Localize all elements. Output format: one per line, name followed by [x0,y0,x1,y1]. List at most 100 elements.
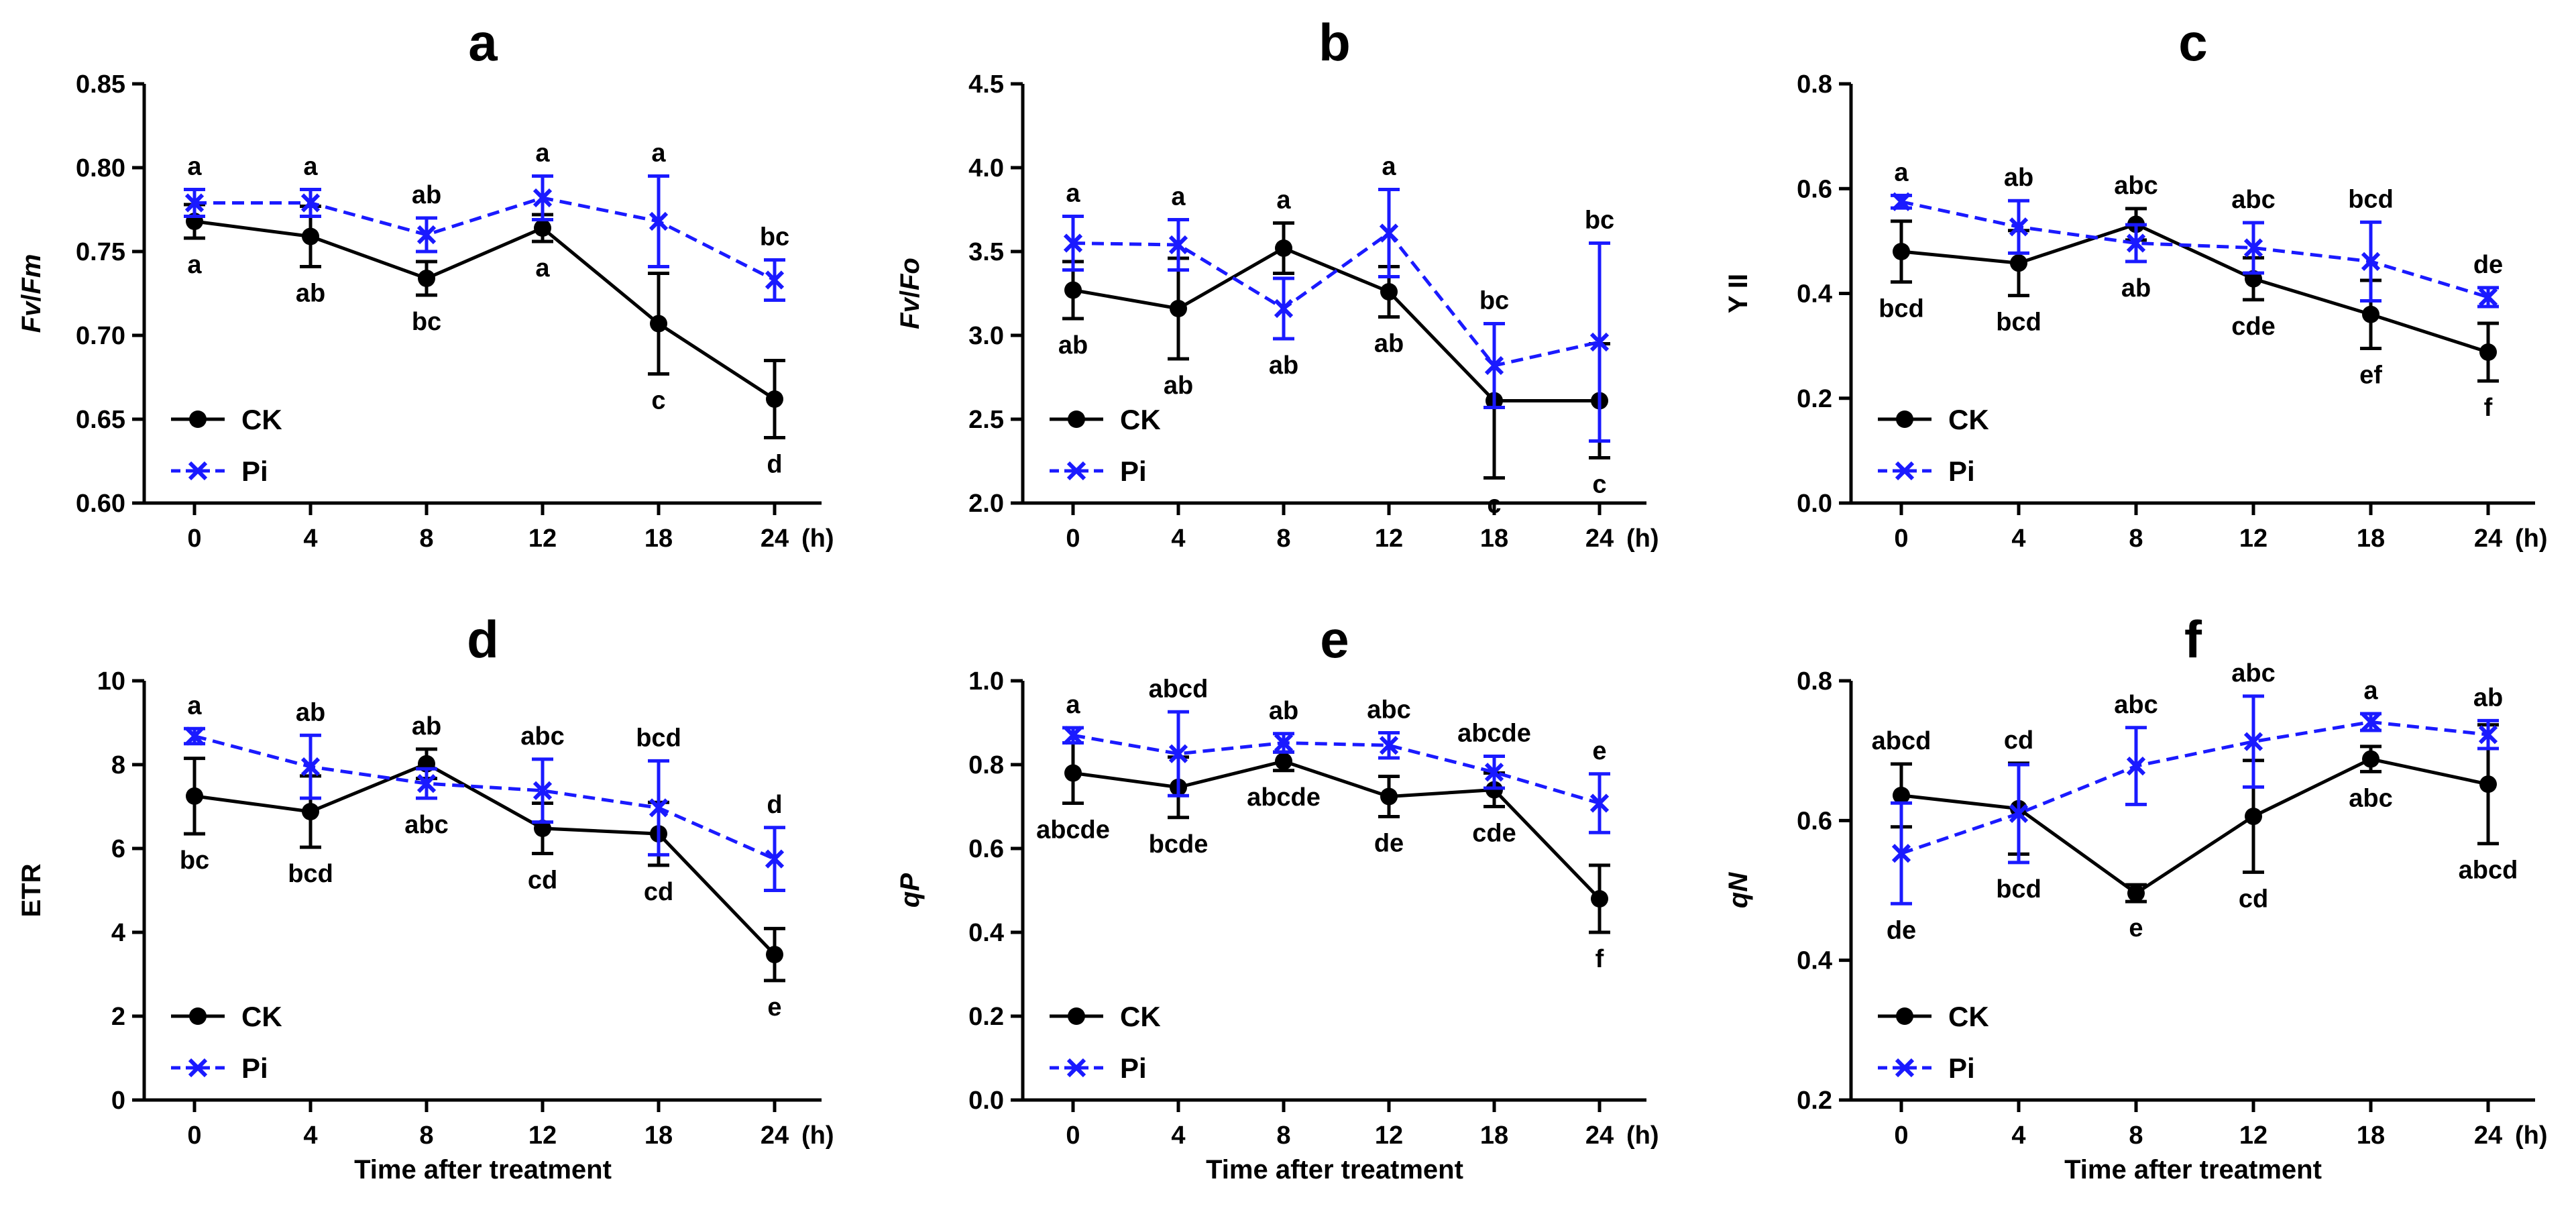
data-point [765,849,785,869]
y-tick-label: 4.5 [968,70,1004,99]
y-tick-label: 0.75 [76,238,125,266]
x-tick-label: 0 [1894,1121,1908,1150]
legend-label-ck: CK [1948,1001,1989,1032]
data-point [2009,217,2029,237]
data-point [1589,793,1610,813]
data-point [2245,808,2262,826]
significance-label: bcde [1149,830,1209,859]
significance-label: a [1382,153,1396,181]
significance-label: f [1595,945,1604,973]
x-tick-label: 18 [645,1121,673,1150]
significance-label: a [1894,158,1909,186]
data-point [649,798,669,818]
data-point [534,219,551,237]
chart-panel-c: c 0.0 0.2 0.4 0.6 0.8 0 4 8 12 18 24 (h) Y II a bcd ab bc… [1724,13,2548,553]
data-point [1379,223,1399,243]
data-point [1168,744,1188,763]
x-tick-label: 8 [419,525,433,553]
significance-label: bc [180,846,209,875]
x-tick-label: 12 [2239,1121,2267,1150]
series-line [1901,222,2489,354]
series-line [1901,757,2489,895]
x-unit-label: (h) [1626,1121,1659,1150]
x-tick-label: 4 [1171,1121,1185,1150]
data-point [766,946,783,964]
x-unit-label: (h) [2515,1121,2548,1150]
x-tick-label: 24 [1585,1121,1614,1150]
data-point [184,726,205,746]
legend: CK Pi [1050,1001,1161,1084]
significance-label: bcd [1996,875,2041,903]
series-ck [1062,221,1610,480]
x-tick-label: 0 [187,525,201,553]
significance-label: ef [2359,362,2382,390]
y-tick-label: 0.2 [1797,385,1832,413]
significance-label: c [651,387,665,415]
y-tick-label: 4 [111,919,125,947]
significance-label: abc [2114,691,2158,719]
data-point [416,225,437,245]
y-tick-label: 0.70 [76,322,125,350]
legend-label-ck: CK [1948,404,1989,435]
significance-label: a [1066,180,1080,208]
data-point [1274,733,1294,753]
x-unit-label: (h) [801,525,834,553]
y-axis-title-sep: / [895,290,925,298]
legend-marker-ck [1068,1007,1085,1025]
data-point [2362,305,2379,323]
series-line [1072,759,1601,900]
series-pi [1062,710,1610,834]
y-tick-label: 0.6 [968,835,1004,863]
significance-label: cd [644,878,673,906]
x-tick-label: 12 [2239,525,2267,553]
data-point [1380,283,1398,300]
legend-marker-pi [1895,1058,1915,1078]
significance-label: ab [1058,331,1088,360]
legend-marker-pi [1066,461,1086,481]
significance-label: bcd [2348,185,2394,213]
data-point [1063,233,1083,253]
legend-marker-ck [1896,410,1913,428]
data-point [2243,732,2263,751]
series-pi [184,726,785,892]
significance-label: ab [2121,274,2151,303]
significance-label: ab [296,280,325,308]
y-tick-label: 0.8 [968,751,1004,779]
significance-label: a [651,140,666,168]
significance-label: bc [1585,207,1614,235]
data-point [2127,884,2145,902]
y-tick-label: 0.8 [1797,70,1832,99]
legend-marker-pi [188,461,208,481]
significance-label: cd [2239,885,2268,913]
significance-label: de [1887,916,1916,944]
series-line [1072,733,1600,805]
x-tick-label: 4 [1171,525,1185,553]
legend-marker-ck [189,410,207,428]
data-point [649,211,669,231]
series-ck [1062,741,1610,934]
data-point [416,774,437,793]
y-tick-label: 0.4 [1797,947,1832,975]
significance-label: c [1592,471,1606,499]
significance-label: f [2484,394,2493,422]
y-tick-label: 0.8 [1797,667,1832,696]
chart-panel-b: b 2.0 2.5 3.0 3.5 4.0 4.5 0 4 8 12 18 24 (h) Fv/Fo a ab a… [895,13,1659,553]
significance-label: e [2129,914,2143,942]
data-point [302,803,319,820]
data-point [1380,787,1398,806]
x-tick-label: 24 [761,1121,789,1150]
significance-label: bcd [1879,294,1924,323]
data-point [186,787,203,805]
panel-letter: f [2184,610,2202,669]
significance-label: abcd [1872,727,1931,755]
series-line [1901,720,2489,855]
significance-label: bc [412,308,441,336]
series-line [194,196,776,282]
significance-label: ab [1269,351,1298,380]
x-tick-label: 18 [1480,1121,1508,1150]
legend: CK Pi [1878,1001,1989,1084]
significance-label: abcd [1149,675,1209,703]
data-point [533,781,553,800]
y-tick-label: 1.0 [968,667,1004,696]
